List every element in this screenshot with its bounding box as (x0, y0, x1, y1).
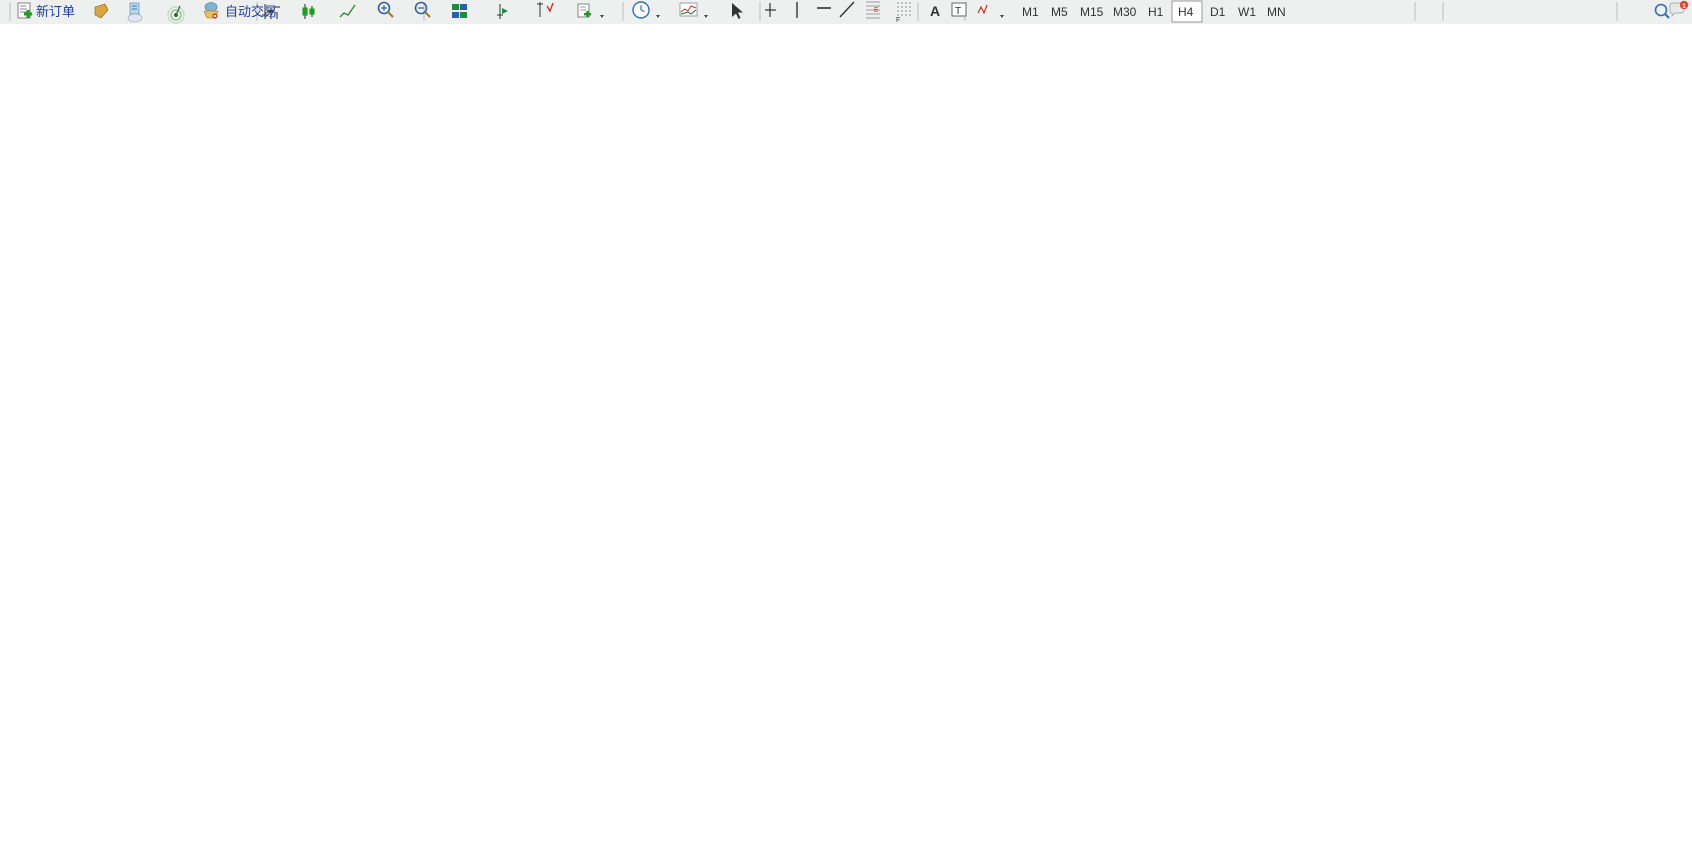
svg-text:M5: M5 (1051, 5, 1068, 19)
svg-text:M30: M30 (1113, 5, 1137, 19)
svg-text:A: A (930, 3, 940, 19)
svg-text:M1: M1 (1022, 5, 1039, 19)
svg-text:T: T (955, 6, 961, 17)
svg-text:新订单: 新订单 (36, 4, 75, 19)
svg-text:D1: D1 (1210, 5, 1226, 19)
svg-text:H4: H4 (1178, 5, 1194, 19)
svg-text:M15: M15 (1080, 5, 1104, 19)
svg-text:MN: MN (1267, 5, 1286, 19)
svg-text:H1: H1 (1148, 5, 1164, 19)
svg-text:F: F (896, 17, 900, 24)
svg-text:1: 1 (1682, 3, 1686, 10)
svg-text:E: E (874, 7, 879, 14)
svg-text:W1: W1 (1238, 5, 1256, 19)
